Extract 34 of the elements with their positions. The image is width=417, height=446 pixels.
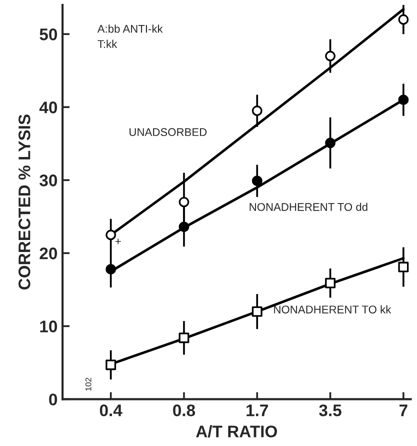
- point: [398, 262, 409, 272]
- y-tick-label: 30: [40, 174, 58, 186]
- point: [178, 196, 190, 208]
- y-tick-label: 50: [40, 28, 58, 40]
- annotation: A:bb ANTI-kk T:kk: [97, 24, 163, 48]
- point: [178, 222, 190, 232]
- y-tick-label: 20: [40, 248, 58, 260]
- x-tick-label: 7: [400, 404, 408, 416]
- point: [106, 230, 116, 240]
- y-tick-label: 0: [49, 394, 58, 406]
- x-tick-label: 1.7: [246, 404, 268, 416]
- point: [252, 176, 262, 186]
- annotation: UNADSORBED: [130, 128, 207, 136]
- point: [178, 332, 190, 344]
- y-tick-label: 40: [39, 102, 58, 114]
- point: [398, 94, 409, 106]
- x-tick-label: 0.4: [100, 404, 122, 416]
- y-axis-title: CORRECTED % LYSIS: [18, 114, 30, 290]
- x-tick-label: 3.5: [319, 404, 342, 416]
- point: [398, 14, 409, 25]
- point: [325, 278, 336, 288]
- annotation: NONADHERENT TO kk: [274, 305, 392, 314]
- point: [252, 106, 262, 116]
- x-axis-title: A/T RATIO: [196, 425, 277, 438]
- point: [325, 138, 336, 148]
- point: [252, 306, 262, 317]
- point: [106, 360, 116, 370]
- annotation: +: [115, 238, 121, 244]
- x-tick-label: 0.8: [173, 404, 196, 416]
- y-tick-label: 10: [40, 320, 58, 332]
- point: [106, 264, 116, 274]
- annotation: 102: [85, 378, 92, 391]
- annotation: NONADHERENT TO dd: [250, 202, 368, 211]
- point: [325, 50, 336, 62]
